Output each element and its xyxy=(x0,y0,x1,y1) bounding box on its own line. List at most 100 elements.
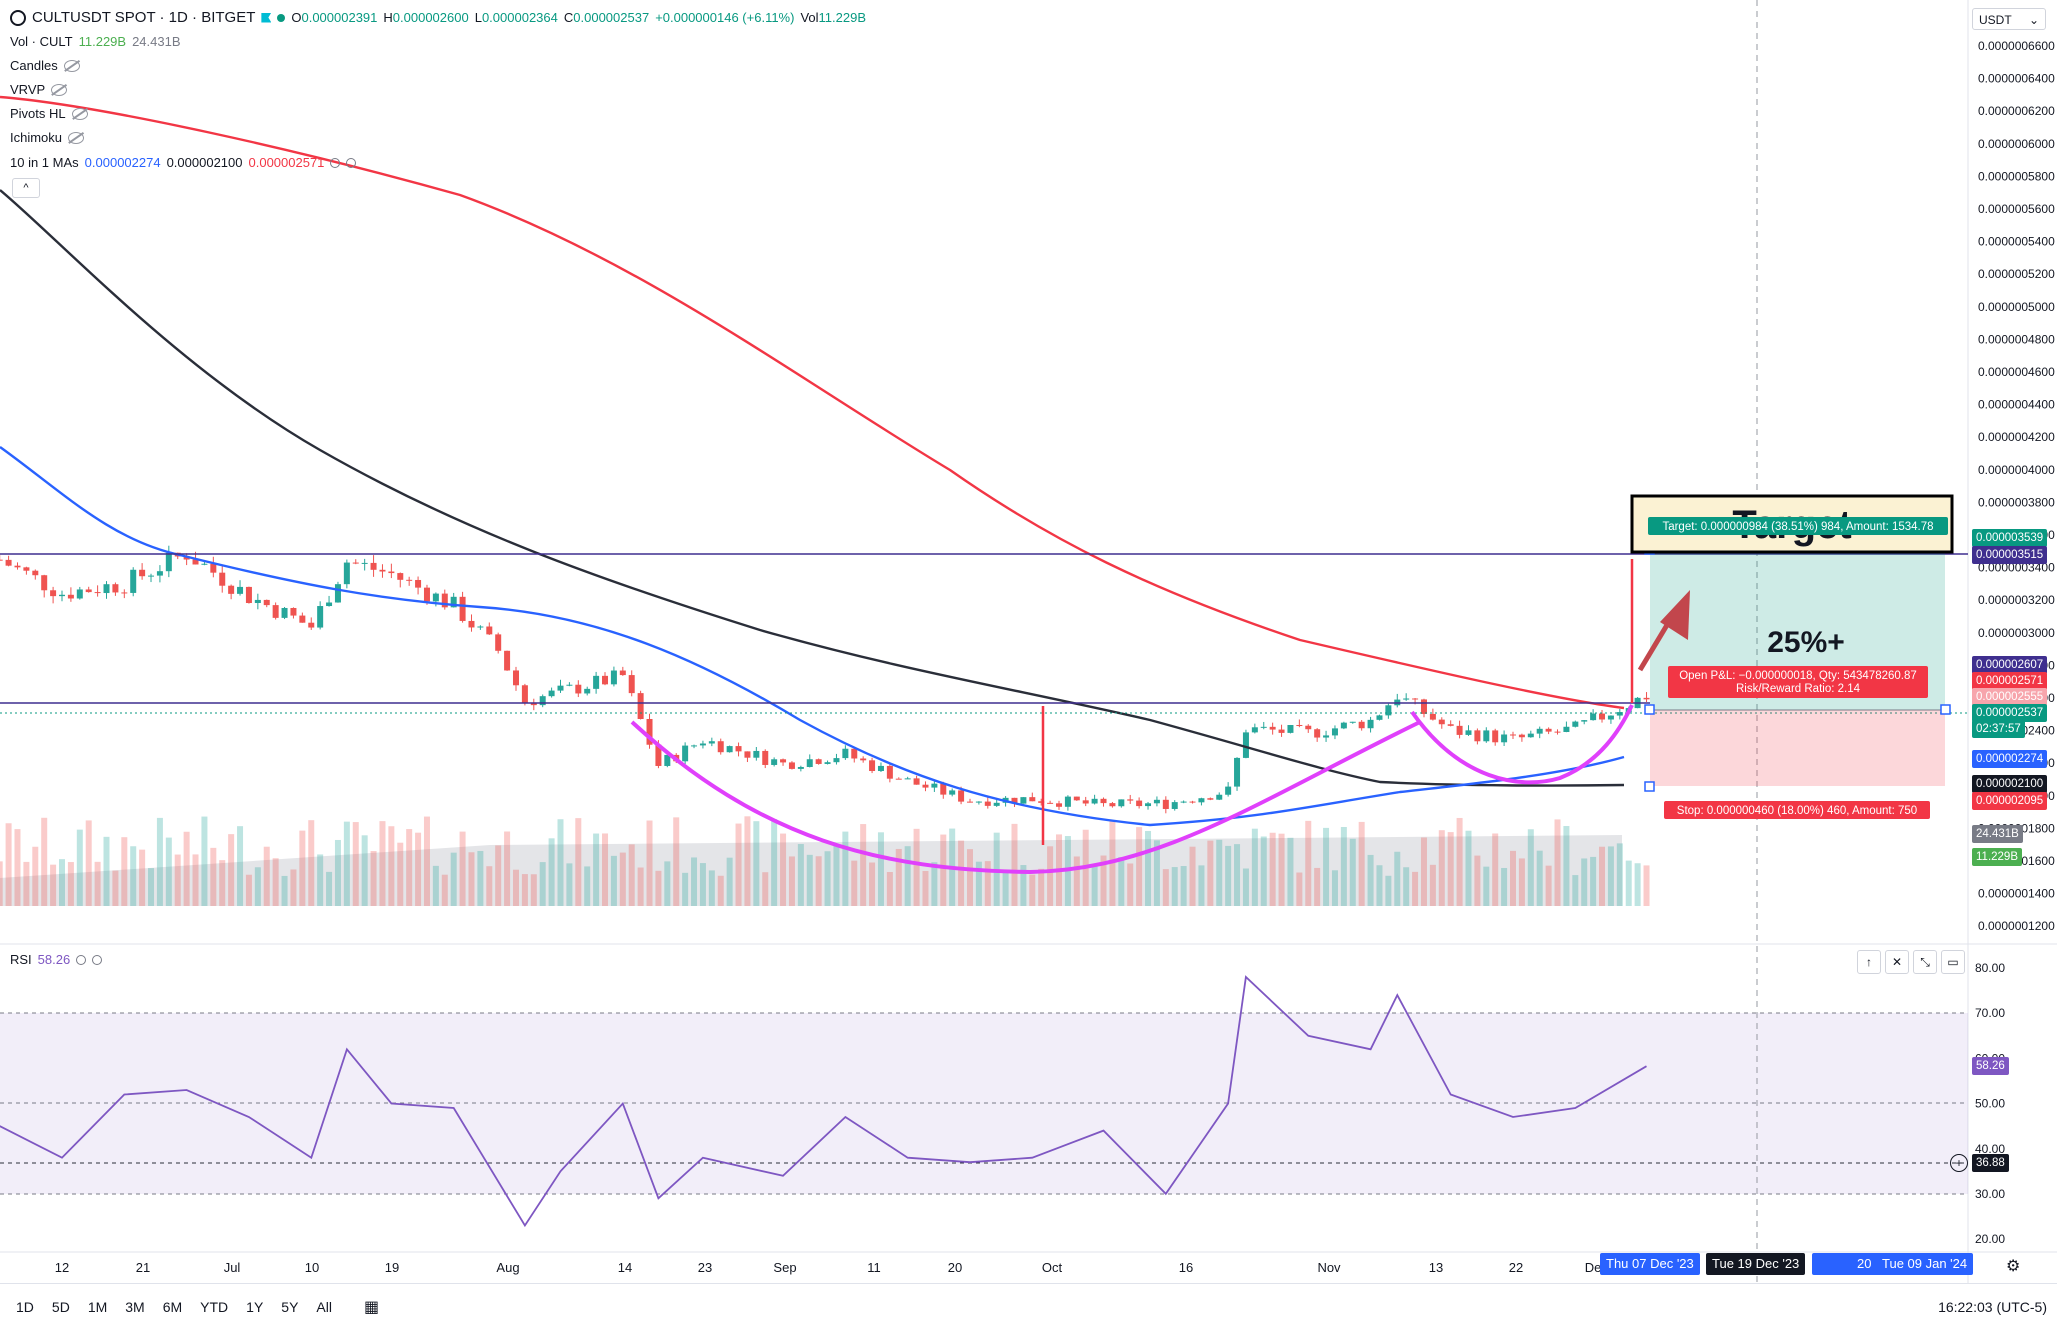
price-tick: 0.0000006000 xyxy=(1978,137,2055,151)
volume-bar xyxy=(1376,865,1383,906)
candle xyxy=(1047,800,1054,804)
candle xyxy=(1545,727,1552,735)
candle xyxy=(468,614,475,632)
clock[interactable]: 16:22:03 (UTC-5) xyxy=(1938,1298,2047,1315)
volume-bar xyxy=(1020,865,1027,906)
currency-selector[interactable]: USDT ⌄ xyxy=(1972,8,2046,30)
time-tick: 21 xyxy=(136,1260,150,1275)
flag-icon[interactable] xyxy=(261,12,272,23)
settings-circle-icon[interactable] xyxy=(330,157,341,168)
volume-bar xyxy=(441,874,448,906)
move-up-button[interactable]: ↑ xyxy=(1857,950,1881,974)
volume-bar xyxy=(94,861,101,906)
maximize-pane-button[interactable]: ▭ xyxy=(1941,950,1965,974)
candle xyxy=(842,745,849,760)
volume-bar xyxy=(593,833,600,906)
candle xyxy=(281,606,288,620)
settings-gear-icon[interactable]: ⚙ xyxy=(2006,1258,2021,1275)
volume-bar xyxy=(1572,875,1579,906)
volume-bar xyxy=(895,848,902,906)
volume-bar xyxy=(1225,845,1232,906)
hidden-indicator-vrvp[interactable]: VRVP xyxy=(10,82,68,97)
volume-bar xyxy=(504,831,511,906)
eye-hidden-icon[interactable] xyxy=(51,83,68,96)
volume-bar xyxy=(156,817,163,906)
loss-zone xyxy=(1650,710,1945,786)
volume-bar xyxy=(1127,863,1134,906)
volume-bar xyxy=(922,870,929,906)
collapse-pane-button[interactable]: ⤡ xyxy=(1913,950,1937,974)
candle xyxy=(1581,719,1588,725)
candle xyxy=(1536,726,1543,739)
collapse-legend-button[interactable]: ^ xyxy=(12,178,40,198)
volume-bar xyxy=(281,875,288,906)
candle xyxy=(1242,729,1249,759)
price-label: 0.000002095 xyxy=(1972,792,2048,810)
volume-bar xyxy=(1616,843,1623,906)
candle xyxy=(521,683,528,706)
volume-bar xyxy=(1581,858,1588,906)
symbol-title[interactable]: CULTUSDT SPOT · 1D · BITGET xyxy=(32,9,256,26)
date-range-icon[interactable]: ▦ xyxy=(363,1298,380,1316)
candle xyxy=(23,566,30,575)
eye-hidden-icon[interactable] xyxy=(71,107,88,120)
timeframe-1m[interactable]: 1M xyxy=(87,1298,108,1315)
volume-bar xyxy=(682,872,689,906)
candle xyxy=(5,555,12,567)
hidden-indicator-pivots[interactable]: Pivots HL xyxy=(10,106,88,121)
volume-bar xyxy=(1429,864,1436,906)
timeframe-1y[interactable]: 1Y xyxy=(246,1298,264,1315)
eye-hidden-icon[interactable] xyxy=(63,59,80,72)
candle xyxy=(1456,720,1463,739)
volume-bar xyxy=(1118,857,1125,906)
volume-bar xyxy=(1207,840,1214,906)
pnl-info: Open P&L: −0.000000018, Qty: 543478260.8… xyxy=(1679,670,1917,682)
volume-bar xyxy=(1189,846,1196,906)
price-tick: 0.0000006600 xyxy=(1978,39,2055,53)
candle xyxy=(851,747,858,763)
volume-bar xyxy=(103,836,110,906)
volume-bar xyxy=(1447,832,1454,906)
price-tick: 0.0000004000 xyxy=(1978,463,2055,477)
candle xyxy=(406,576,413,586)
volume-bar xyxy=(1554,819,1561,906)
timeframe-5y[interactable]: 5Y xyxy=(281,1298,299,1315)
volume-bar xyxy=(735,823,742,906)
candle xyxy=(103,581,110,599)
candle xyxy=(1616,708,1623,720)
volume-bar xyxy=(67,862,74,906)
volume-bar xyxy=(788,856,795,906)
close-pane-button[interactable]: ✕ xyxy=(1885,950,1909,974)
price-tick: 0.0000001400 xyxy=(1978,887,2055,901)
timeframe-6m[interactable]: 6M xyxy=(162,1298,183,1315)
candle xyxy=(602,672,609,686)
volume-bar xyxy=(1011,823,1018,906)
volume-bar xyxy=(5,823,12,906)
timeframe-5d[interactable]: 5D xyxy=(51,1298,70,1315)
time-tick: 12 xyxy=(55,1260,69,1275)
symbol-legend: CULTUSDT SPOT · 1D · BITGET O0.000002391… xyxy=(10,9,866,26)
price-tick: 0.0000004600 xyxy=(1978,365,2055,379)
timeframe-ytd[interactable]: YTD xyxy=(200,1298,229,1315)
timeframe-all[interactable]: All xyxy=(316,1298,332,1315)
candle xyxy=(1607,715,1614,724)
volume-bar xyxy=(673,817,680,906)
hidden-indicator-ichimoku[interactable]: Ichimoku xyxy=(10,130,85,145)
volume-bar xyxy=(575,818,582,906)
volume-bar xyxy=(228,834,235,906)
timeframe-1d[interactable]: 1D xyxy=(16,1298,34,1315)
volume-bar xyxy=(477,850,484,906)
volume-bar xyxy=(637,867,644,906)
settings-circle-icon[interactable] xyxy=(346,157,357,168)
settings-circle-icon[interactable] xyxy=(76,954,87,965)
eye-hidden-icon[interactable] xyxy=(68,131,85,144)
settings-circle-icon[interactable] xyxy=(92,954,103,965)
ma-legend: 10 in 1 MAs 0.000002274 0.000002100 0.00… xyxy=(10,155,357,170)
hidden-indicator-candles[interactable]: Candles xyxy=(10,58,80,73)
volume-bar xyxy=(1153,840,1160,906)
add-alert-icon[interactable]: + xyxy=(1950,1154,1968,1172)
candle xyxy=(557,679,564,693)
candle xyxy=(495,632,502,654)
timeframe-3m[interactable]: 3M xyxy=(125,1298,145,1315)
